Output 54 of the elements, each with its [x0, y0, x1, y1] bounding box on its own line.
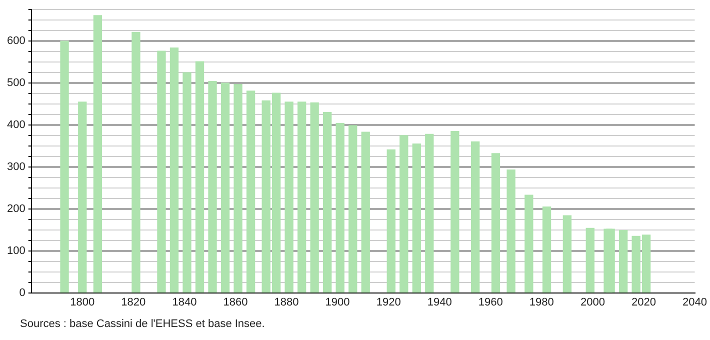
bar	[412, 144, 421, 293]
bar	[361, 132, 370, 293]
bar	[297, 102, 306, 293]
bar	[586, 228, 594, 293]
bar	[78, 102, 87, 293]
bar	[348, 125, 358, 293]
source-note: Sources : base Cassini de l'EHESS et base Insee.	[20, 318, 266, 330]
x-tick-label: 1920	[376, 296, 401, 308]
x-tick-label: 1820	[121, 296, 146, 308]
bar	[157, 50, 166, 293]
bar	[234, 84, 242, 293]
bar	[491, 153, 500, 293]
bar	[220, 82, 230, 293]
y-tick-label: 600	[6, 35, 26, 48]
bar	[618, 230, 628, 293]
x-tick-label: 2020	[631, 296, 656, 308]
bar	[562, 215, 572, 293]
y-tick-label: 500	[6, 77, 26, 90]
bar	[182, 72, 192, 293]
bar	[336, 122, 344, 293]
y-tick-label: 300	[6, 160, 26, 173]
bar	[195, 61, 204, 293]
bar	[450, 130, 460, 293]
bar	[524, 194, 534, 293]
x-tick-label: 1940	[427, 296, 452, 308]
x-tick-label: 1860	[223, 296, 248, 308]
bar	[170, 47, 179, 293]
x-tick-label: 1840	[172, 296, 197, 308]
bar	[284, 102, 294, 293]
bar	[246, 90, 256, 293]
x-tick-label: 1880	[274, 296, 299, 308]
bar	[310, 102, 319, 293]
x-tick-label: 1980	[529, 296, 554, 308]
bar	[60, 40, 69, 293]
y-tick-label: 400	[6, 119, 26, 132]
bar	[471, 141, 480, 293]
x-tick-label: 1960	[478, 296, 503, 308]
x-tick-label: 1900	[325, 296, 350, 308]
bar	[425, 134, 434, 293]
x-tick-label: 1800	[70, 296, 95, 308]
bar	[400, 135, 408, 293]
bar	[93, 15, 102, 293]
bar	[506, 170, 516, 293]
bar	[132, 32, 140, 293]
y-tick-label: 100	[6, 244, 26, 257]
y-tick-label: 200	[6, 202, 26, 215]
y-tick-label: 0	[19, 286, 26, 299]
bar	[323, 112, 332, 293]
bar	[386, 149, 396, 293]
bar	[542, 206, 552, 293]
bar	[208, 81, 217, 293]
x-tick-label: 2040	[682, 296, 708, 308]
x-tick-label: 2000	[580, 296, 605, 308]
bar	[606, 228, 615, 293]
